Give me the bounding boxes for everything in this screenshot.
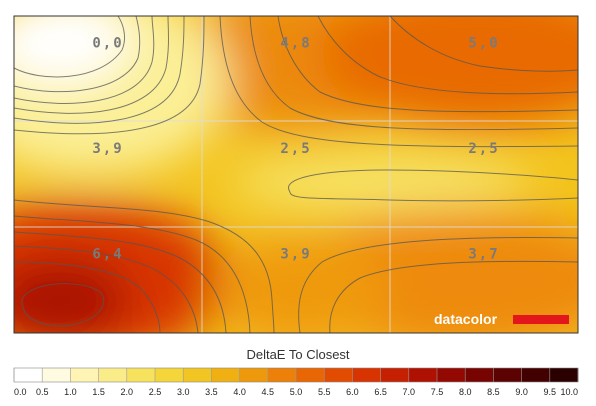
cell-label-r0c1: 4,8 [280, 35, 311, 51]
contour-line [288, 169, 578, 193]
colorbar-tick-label: 0.0 [14, 387, 27, 397]
cell-label-r2c2: 3,7 [468, 247, 499, 263]
colorbar-tick-label: 1.0 [64, 387, 77, 397]
heat-blob-bottom-middle [210, 235, 390, 333]
colorbar-tick-label: 8.5 [487, 387, 500, 397]
contour-line [14, 261, 161, 333]
colorbar-tick-label: 8.0 [459, 387, 472, 397]
colorbar-tick-label: 5.0 [290, 387, 303, 397]
colorbar-swatch [42, 368, 71, 382]
colorbar-tick-label: 0.5 [36, 387, 49, 397]
colorbar-tick-label: 4.5 [262, 387, 275, 397]
contour-line [389, 16, 578, 72]
colorbar-swatch [324, 368, 353, 382]
heat-surface [14, 16, 578, 333]
heat-blob-bottom-left-inner [14, 260, 130, 333]
colorbar-swatch [126, 368, 156, 382]
cell-label-r2c1: 3,9 [280, 247, 311, 263]
colorbar-swatch [380, 368, 410, 382]
colorbar-swatch [14, 368, 43, 382]
colorbar-ticks: 0.0 0.5 1.0 1.5 2.0 2.5 3.0 3.5 4.0 4.5 5.0 5.5 6.0 6… [13, 368, 579, 397]
contour-line [21, 283, 105, 327]
datacolor-logo-bar [513, 315, 569, 324]
colorbar-swatch [493, 368, 523, 382]
heat-blob-top-right [320, 16, 578, 130]
datacolor-logo-text: datacolor [434, 311, 498, 327]
cell-labels: 0,0 4,8 5,0 3,9 2,5 2,5 6,4 3,9 3,7 [92, 35, 499, 263]
cell-label-r0c0: 0,0 [92, 35, 123, 51]
colorbar-swatch [98, 368, 128, 382]
colorbar-swatch [239, 368, 269, 382]
colorbar-swatch [549, 368, 579, 382]
contour-line [14, 199, 275, 333]
plot-border [13, 15, 579, 334]
colorbar-tick-label: 3.0 [177, 387, 190, 397]
heat-blob-center-light [230, 154, 530, 210]
colorbar-swatch [211, 368, 241, 382]
cell-label-r2c0: 6,4 [92, 247, 123, 263]
colorbar-tick-label: 3.5 [205, 387, 218, 397]
contour-line [298, 237, 578, 333]
colorbar-swatch [408, 368, 438, 382]
contour-line [289, 191, 578, 202]
colorbar-tick-label: 2.0 [121, 387, 134, 397]
contour-line [317, 16, 578, 95]
colorbar-swatch [521, 368, 551, 382]
colorbar-swatch [437, 368, 466, 382]
colorbar-tick-label: 6.0 [346, 387, 359, 397]
contour-line [14, 16, 185, 124]
colorbar-tick-label: 5.5 [318, 387, 331, 397]
colorbar-tick-label: 9.0 [515, 387, 528, 397]
contour-line [14, 215, 251, 333]
contour-line [14, 16, 125, 78]
cell-label-r0c2: 5,0 [468, 35, 499, 51]
colorbar-tick-label: 4.0 [233, 387, 246, 397]
contour-line [277, 16, 578, 113]
colorbar-tick-label: 9.5 [544, 387, 557, 397]
contour-line [14, 16, 141, 93]
contour-line [329, 260, 578, 333]
colorbar-tick-label: 7.0 [403, 387, 416, 397]
cell-label-r1c0: 3,9 [92, 141, 123, 157]
contour-line [249, 16, 578, 131]
colorbar-tick-label: 1.5 [92, 387, 105, 397]
colorbar-swatch [155, 368, 184, 382]
colorbar-tick-label: 2.5 [149, 387, 162, 397]
colorbar-tick-label: 10.0 [560, 387, 578, 397]
colorbar-swatch [465, 368, 494, 382]
contour-line [219, 16, 578, 148]
datacolor-logo: datacolor [434, 311, 569, 327]
plot-area: 0,0 4,8 5,0 3,9 2,5 2,5 6,4 3,9 3,7 [14, 16, 578, 333]
colorbar-swatch [296, 368, 325, 382]
colorbar-swatch [352, 368, 382, 382]
cell-label-r1c2: 2,5 [468, 141, 499, 157]
colorbar-tick-label: 6.5 [374, 387, 387, 397]
colorbar-title: DeltaE To Closest [246, 347, 349, 362]
colorbar-swatch [70, 368, 100, 382]
cell-label-r1c1: 2,5 [280, 141, 311, 157]
colorbar-swatch [267, 368, 297, 382]
colorbar-legend: DeltaE To Closest 0.0 0.5 1.0 1.5 2.0 2.5 3.0 3… [13, 347, 579, 397]
contour-line [14, 16, 155, 104]
colorbar-tick-label: 7.5 [431, 387, 444, 397]
contour-line [14, 16, 205, 135]
contour-line [14, 231, 227, 333]
colorbar-swatch [183, 368, 212, 382]
contour-line [14, 245, 199, 333]
contour-lines [14, 16, 578, 333]
contour-line [14, 16, 169, 114]
